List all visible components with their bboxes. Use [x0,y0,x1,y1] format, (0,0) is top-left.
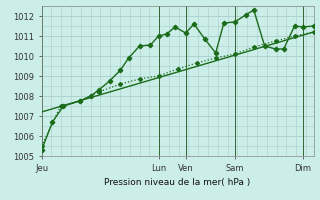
X-axis label: Pression niveau de la mer( hPa ): Pression niveau de la mer( hPa ) [104,178,251,187]
